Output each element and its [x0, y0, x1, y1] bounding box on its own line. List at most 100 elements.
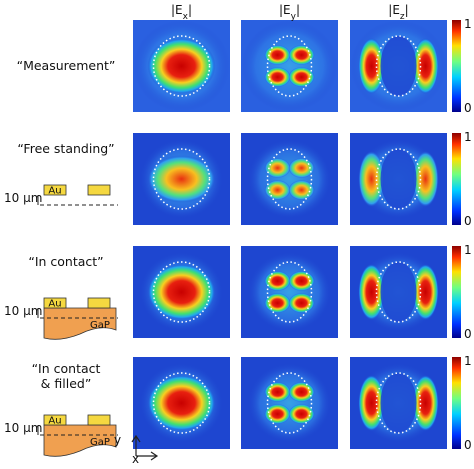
- outline: [266, 148, 313, 210]
- row-label: “Measurement”: [17, 58, 116, 73]
- outline: [152, 261, 211, 323]
- schematic: Au 10 µm: [4, 184, 118, 206]
- field-map: [133, 133, 230, 225]
- outline: [152, 35, 211, 97]
- outline: [375, 372, 422, 434]
- outline: [266, 372, 313, 434]
- colorbar-max: 1: [464, 354, 472, 368]
- lobe: [288, 271, 315, 291]
- field-map: [350, 133, 447, 225]
- row-label: “In contact”: [28, 254, 103, 269]
- outline: [152, 148, 211, 210]
- colorbar-min: 0: [464, 214, 472, 228]
- metal-label: Au: [48, 416, 61, 427]
- field-map: [241, 20, 338, 112]
- colorbar: [452, 20, 461, 112]
- field-map: [133, 20, 230, 112]
- outline: [152, 372, 211, 434]
- scale-label: 10 µm: [4, 191, 42, 205]
- row-label: “In contact: [32, 361, 101, 376]
- gold-pad: [43, 414, 67, 426]
- substrate-label: GaP: [90, 437, 110, 448]
- outline: [375, 148, 422, 210]
- colorbar: [452, 246, 461, 338]
- lobe: [412, 264, 439, 320]
- outline: [375, 35, 422, 97]
- metal-label: Au: [48, 186, 61, 197]
- lobe: [264, 158, 291, 178]
- lobe: [264, 293, 291, 313]
- field-map: [133, 357, 230, 449]
- field-maps: [133, 20, 461, 449]
- substrate-label: GaP: [90, 320, 110, 331]
- scale-label: 10 µm: [4, 421, 42, 435]
- colorbar-max: 1: [464, 130, 472, 144]
- colorbar-min: 0: [464, 438, 472, 452]
- colorbar: [452, 133, 461, 225]
- gold-pad: [87, 414, 111, 426]
- header-right: |: [188, 3, 192, 17]
- gold-pad: [87, 297, 111, 309]
- gold-pad: [87, 184, 111, 196]
- lobe: [412, 38, 439, 94]
- lobe: [264, 404, 291, 424]
- field-map: [350, 20, 447, 112]
- colorbar: [452, 357, 461, 449]
- outline: [375, 261, 422, 323]
- field-map: [241, 133, 338, 225]
- header-right: |: [405, 3, 409, 17]
- lobe: [288, 158, 315, 178]
- lobe: [264, 271, 291, 291]
- row-label: “Free standing”: [17, 141, 114, 156]
- lobe: [288, 45, 315, 65]
- colorbar-max: 1: [464, 243, 472, 257]
- outline: [266, 35, 313, 97]
- colorbar-min: 0: [464, 101, 472, 115]
- gap: [380, 36, 417, 96]
- field-map: [350, 357, 447, 449]
- gold-pad: [43, 297, 67, 309]
- header-left: |E: [171, 3, 183, 17]
- lobe: [264, 382, 291, 402]
- header-sub: y: [291, 12, 297, 22]
- field-map: [133, 246, 230, 338]
- gap: [380, 149, 417, 209]
- gold-pad: [43, 184, 67, 196]
- schematic: GaP Au 10 µm: [4, 297, 118, 340]
- lobe: [412, 375, 439, 431]
- schematic: GaP Au 10 µm: [4, 414, 118, 457]
- axis-arrows: [131, 434, 159, 461]
- lobe: [412, 151, 439, 207]
- lobe: [358, 264, 385, 320]
- header-right: |: [296, 3, 300, 17]
- lobe: [288, 382, 315, 402]
- header-left: |E: [388, 3, 400, 17]
- metal-label: Au: [48, 299, 61, 310]
- panel-halo: [247, 139, 332, 219]
- column-header: |Ez|: [388, 3, 408, 22]
- panel-noise: [241, 20, 338, 112]
- field-map: [241, 357, 338, 449]
- lobe: [264, 45, 291, 65]
- lobe: [358, 375, 385, 431]
- panel-halo: [247, 363, 332, 443]
- lobe: [358, 38, 385, 94]
- axis-y: y: [114, 433, 121, 447]
- lobe: [147, 375, 216, 431]
- lobe: [264, 67, 291, 87]
- field-map: [241, 246, 338, 338]
- colorbar-min: 0: [464, 327, 472, 341]
- scale-label: 10 µm: [4, 304, 42, 318]
- row-label: & filled”: [41, 376, 92, 391]
- lobe: [147, 38, 216, 94]
- lobe: [147, 155, 216, 203]
- gap: [380, 262, 417, 322]
- column-header: |Ey|: [279, 3, 300, 22]
- header-left: |E: [279, 3, 291, 17]
- substrate: [43, 307, 117, 340]
- gap: [380, 373, 417, 433]
- panel-halo: [247, 252, 332, 332]
- substrate: [43, 424, 117, 457]
